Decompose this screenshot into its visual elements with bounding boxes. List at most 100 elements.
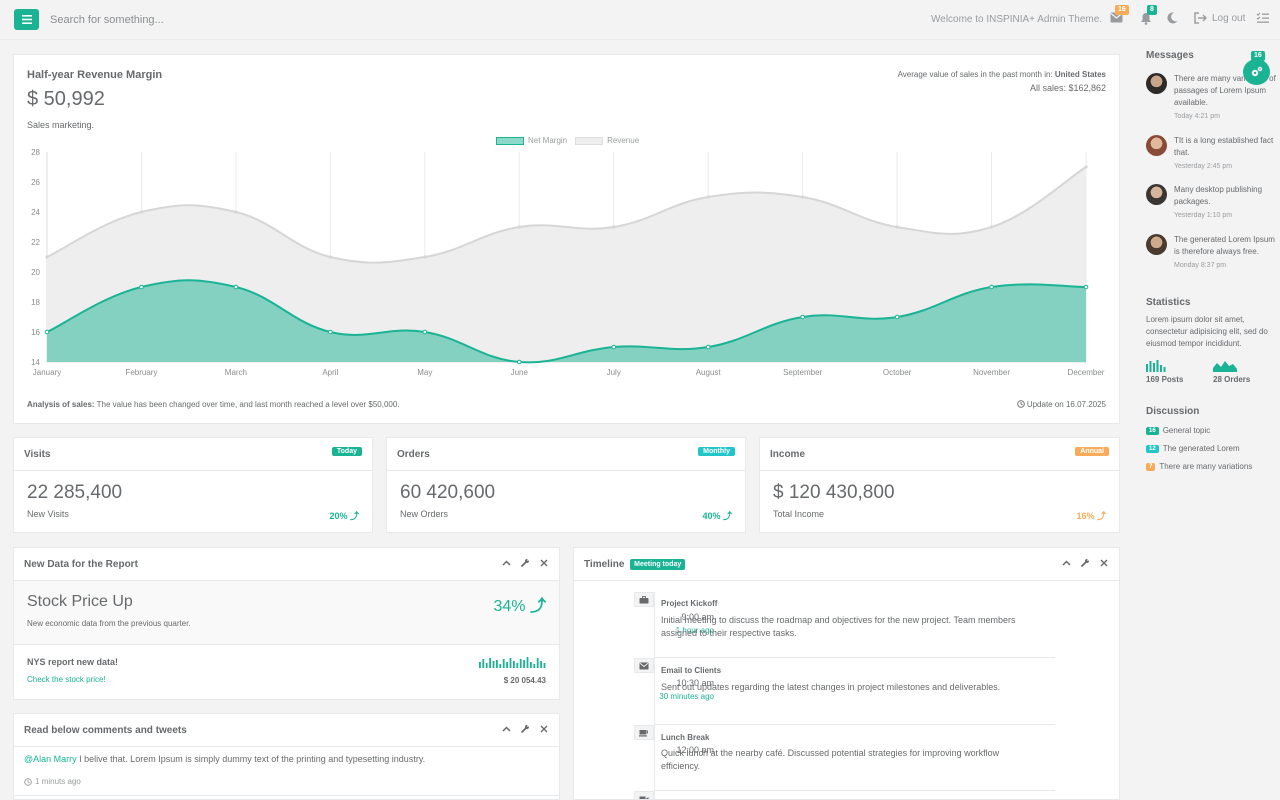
net-margin-point bbox=[516, 359, 522, 365]
comment-body: I belive that. Lorem Ipsum is simply dum… bbox=[76, 754, 426, 764]
annual-badge: Annual bbox=[1075, 447, 1109, 456]
timeline-ago: 30 minutes ago bbox=[659, 692, 714, 701]
statistics-text: Lorem ipsum dolor sit amet, consectetur … bbox=[1146, 315, 1268, 348]
comment-text: @Alan Marry I belive that. Lorem Ipsum i… bbox=[24, 754, 425, 764]
x-tick-label: January bbox=[33, 368, 61, 377]
revenue-point bbox=[328, 255, 332, 259]
income-title: Income bbox=[770, 449, 806, 460]
wrench-icon[interactable] bbox=[520, 558, 530, 568]
tasks-list-icon[interactable] bbox=[1256, 12, 1269, 27]
level-up-icon: ⤴ bbox=[1096, 511, 1106, 521]
wrench-icon[interactable] bbox=[520, 724, 530, 734]
avatar bbox=[1146, 135, 1167, 156]
revenue-line bbox=[46, 166, 1087, 264]
message-time: Yesterday 2:45 pm bbox=[1174, 163, 1233, 170]
comment-time: 1 minuts ago bbox=[24, 777, 81, 786]
average-sales-text: Average value of sales in the past month… bbox=[898, 70, 1106, 79]
visits-percent-value: 20% bbox=[329, 511, 348, 521]
timeline-time: 12:00 pm bbox=[676, 745, 714, 755]
x-tick-label: July bbox=[607, 368, 621, 377]
revenue-title: Half-year Revenue Margin bbox=[27, 69, 163, 81]
nys-title: NYS report new data! bbox=[27, 657, 119, 667]
visits-percent: 20% ⤴ bbox=[329, 509, 359, 522]
net-margin-point bbox=[233, 284, 239, 290]
analysis-text: Analysis of sales: The value has been ch… bbox=[27, 400, 400, 409]
x-tick-label: May bbox=[417, 368, 432, 377]
orders-card: Orders Monthly 60 420,600 New Orders 40% … bbox=[386, 437, 746, 533]
discussion-label: There are many variations bbox=[1159, 462, 1253, 471]
discussion-item[interactable]: 7 There are many variations bbox=[1146, 462, 1252, 471]
chevron-up-icon[interactable] bbox=[501, 724, 511, 734]
today-badge: Today bbox=[331, 447, 362, 456]
x-tick-label: February bbox=[125, 368, 157, 377]
message-item[interactable]: There are many variations of passages of… bbox=[1146, 73, 1276, 123]
close-icon[interactable] bbox=[1099, 558, 1109, 568]
income-sub: Total Income bbox=[773, 509, 825, 519]
legend-item-revenue[interactable]: Revenue bbox=[575, 136, 639, 145]
discussion-item[interactable]: 16 General topic bbox=[1146, 426, 1210, 435]
sparkline-bar bbox=[496, 660, 498, 668]
timeline-ago: 1 hour ago bbox=[675, 626, 714, 635]
sparkline-bar bbox=[530, 662, 532, 668]
discussion-title: Discussion bbox=[1146, 406, 1200, 417]
statistics-title: Statistics bbox=[1146, 297, 1191, 308]
orders-count: 28 Orders bbox=[1213, 375, 1251, 384]
wrench-icon[interactable] bbox=[1080, 558, 1090, 568]
y-tick-label: 14 bbox=[31, 358, 40, 367]
bell-icon[interactable] bbox=[1140, 12, 1152, 28]
net-margin-point bbox=[422, 329, 428, 335]
update-text: Update on 16.07.2025 bbox=[1016, 400, 1106, 409]
message-item[interactable]: TIt is a long established fact that. Yest… bbox=[1146, 135, 1276, 175]
net-margin-point bbox=[328, 329, 333, 335]
revenue-value: $ 50,992 bbox=[27, 88, 105, 110]
orders-percent-value: 40% bbox=[702, 511, 721, 521]
menu-toggle-button[interactable] bbox=[14, 9, 39, 30]
chevron-up-icon[interactable] bbox=[1061, 558, 1071, 568]
posts-count: 169 Posts bbox=[1146, 375, 1184, 384]
discussion-count-badge: 16 bbox=[1146, 426, 1159, 435]
revenue-point bbox=[895, 225, 899, 229]
close-icon[interactable] bbox=[539, 558, 549, 568]
timeline-item-text: Quick lunch at the nearby café. Discusse… bbox=[661, 748, 1000, 771]
level-up-icon: ⤴ bbox=[722, 511, 732, 521]
timeline-item-text: Sent out updates regarding the latest ch… bbox=[661, 682, 1001, 692]
net-margin-point bbox=[611, 344, 617, 350]
discussion-label: General topic bbox=[1162, 426, 1211, 435]
discussion-item[interactable]: 12 The generated Lorem bbox=[1146, 444, 1240, 453]
sparkline-bar bbox=[543, 663, 546, 668]
legend-item-net-margin[interactable]: Net Margin bbox=[496, 136, 567, 145]
message-item[interactable]: Many desktop publishing packages. Yesterd… bbox=[1146, 184, 1276, 224]
x-tick-label: April bbox=[322, 368, 338, 377]
revenue-point bbox=[706, 195, 710, 199]
income-value: $ 120 430,800 bbox=[773, 482, 895, 503]
discussion-count-badge: 12 bbox=[1146, 444, 1159, 453]
revenue-point bbox=[234, 210, 238, 214]
net-margin-line bbox=[46, 279, 1087, 364]
logout-button[interactable]: Log out bbox=[1194, 12, 1245, 24]
sparkline-bar bbox=[519, 659, 522, 668]
envelope-icon bbox=[634, 658, 654, 673]
stock-text: New economic data from the previous quar… bbox=[27, 619, 191, 628]
mail-icon[interactable] bbox=[1110, 12, 1123, 26]
chart-legend: Net Margin Revenue bbox=[496, 136, 639, 145]
right-sidebar: Messages There are many variations of pa… bbox=[1133, 41, 1280, 800]
y-tick-label: 20 bbox=[31, 268, 40, 277]
hamburger-icon bbox=[21, 15, 32, 24]
sparkline-bar bbox=[506, 662, 508, 668]
revenue-area-chart: 14 16 18 20 22 24 26 28 January February March Apri… bbox=[31, 148, 1105, 377]
message-item[interactable]: The generated Lorem Ipsum is therefore a… bbox=[1146, 234, 1276, 284]
settings-toggle-button[interactable] bbox=[1243, 59, 1270, 85]
revenue-point bbox=[45, 255, 49, 259]
close-icon[interactable] bbox=[539, 724, 549, 734]
x-tick-label: October bbox=[883, 368, 912, 377]
sparkline-bars bbox=[479, 657, 546, 668]
moon-icon[interactable] bbox=[1167, 12, 1178, 27]
search-input[interactable] bbox=[50, 10, 350, 30]
net-margin-point bbox=[1083, 284, 1089, 290]
chevron-up-icon[interactable] bbox=[501, 558, 511, 568]
x-tick-label: March bbox=[225, 368, 247, 377]
comment-user-link[interactable]: @Alan Marry bbox=[24, 754, 77, 764]
avatar bbox=[1146, 73, 1167, 94]
stock-price-link[interactable]: Check the stock price! bbox=[27, 675, 106, 684]
net-margin-point bbox=[44, 329, 50, 335]
